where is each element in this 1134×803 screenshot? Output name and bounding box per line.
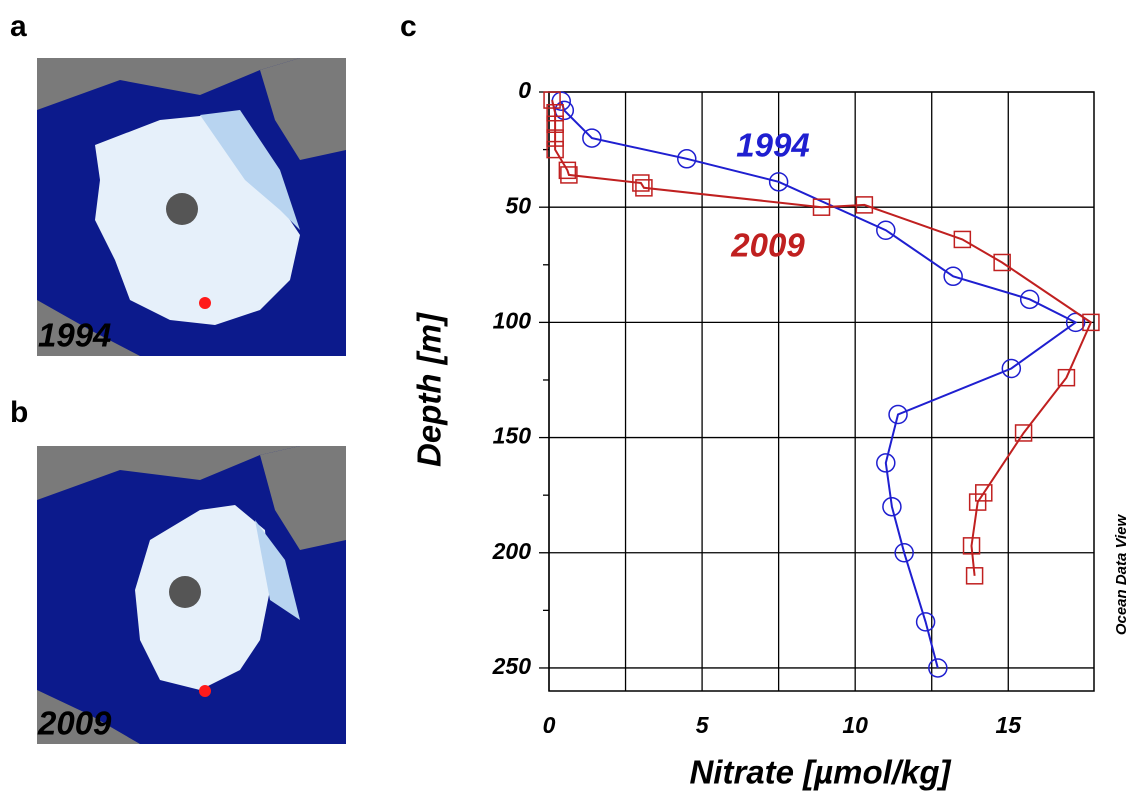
x-tick-label: 5 — [696, 712, 710, 738]
y-tick-label: 100 — [493, 307, 532, 333]
map-year: 2009 — [37, 705, 112, 742]
series-line — [561, 101, 1075, 668]
map: 2009 — [37, 446, 346, 744]
figure: a 1994 b 2009 c 051015050100150200250199… — [0, 0, 1134, 803]
panel-label: b — [10, 396, 28, 429]
x-tick-label: 0 — [543, 712, 556, 738]
map: 1994 — [37, 58, 346, 356]
y-tick-label: 250 — [492, 653, 532, 679]
y-axis-label: Depth [m] — [411, 312, 448, 467]
x-tick-label: 15 — [995, 712, 1022, 738]
y-tick-label: 0 — [518, 77, 531, 103]
x-tick-label: 10 — [842, 712, 868, 738]
series-label: 2009 — [730, 227, 805, 264]
y-tick-label: 50 — [505, 192, 531, 218]
series-label: 1994 — [736, 127, 809, 164]
panel-label: a — [10, 10, 27, 43]
series-line — [552, 100, 1091, 576]
panel-label: c — [400, 10, 417, 43]
y-tick-label: 150 — [493, 423, 532, 449]
y-tick-label: 200 — [492, 538, 532, 564]
x-axis-label: Nitrate [µmol/kg] — [689, 754, 951, 791]
map-year: 1994 — [38, 317, 111, 354]
credit: Ocean Data View — [1113, 514, 1130, 636]
page: {"maps": [ {"panel": "a", "year": "1994"… — [0, 0, 1134, 803]
